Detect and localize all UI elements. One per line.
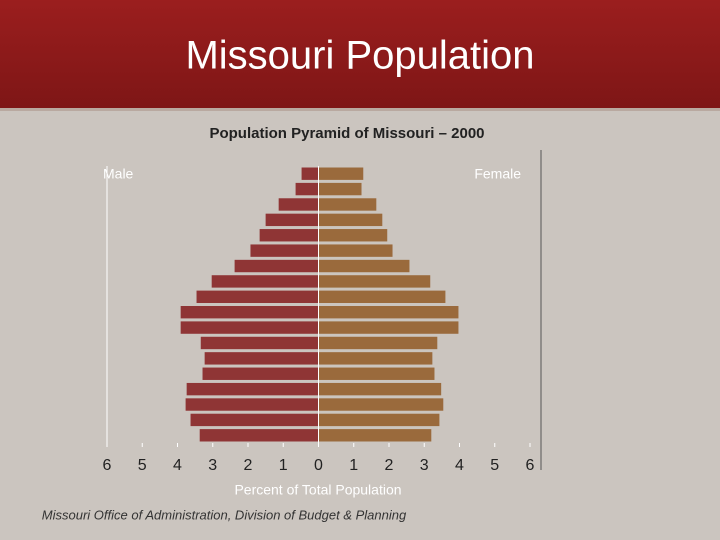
female-bar xyxy=(318,429,432,442)
male-bar xyxy=(202,367,319,380)
source-note: Missouri Office of Administration, Divis… xyxy=(42,507,407,522)
x-tick-label: 6 xyxy=(103,457,112,474)
x-tick-label: 1 xyxy=(349,457,358,474)
x-tick-label: 4 xyxy=(173,457,182,474)
male-bar xyxy=(190,413,319,427)
female-bar xyxy=(318,290,446,303)
male-bar xyxy=(200,336,319,350)
male-bar xyxy=(196,290,319,303)
female-bar xyxy=(318,213,383,227)
male-bar xyxy=(199,429,319,442)
male-bar xyxy=(234,259,319,273)
x-tick-label: 4 xyxy=(455,457,464,474)
female-bar xyxy=(318,198,377,211)
header-band xyxy=(0,0,720,108)
female-bar xyxy=(318,398,444,411)
x-tick-label: 0 xyxy=(314,457,323,474)
female-bar xyxy=(318,259,410,273)
female-bar xyxy=(318,382,442,396)
plot: 6 5 4 3 2 1 0 1 2 3 4 5 6 Male Female xyxy=(103,150,542,474)
male-bar xyxy=(265,213,319,227)
male-bar xyxy=(186,382,319,396)
x-tick-label: 2 xyxy=(385,457,394,474)
female-bar xyxy=(318,182,362,196)
male-bar xyxy=(278,198,319,211)
header-rule xyxy=(0,108,720,111)
male-bar xyxy=(250,244,319,257)
page-title: Missouri Population xyxy=(185,34,534,78)
female-bar xyxy=(318,244,393,257)
x-tick-label: 6 xyxy=(526,457,535,474)
chart-title: Population Pyramid of Missouri – 2000 xyxy=(209,125,484,142)
x-tick-label: 2 xyxy=(244,457,253,474)
x-tick-label: 5 xyxy=(490,457,499,474)
female-bar xyxy=(318,275,431,288)
x-tick-label: 3 xyxy=(420,457,429,474)
female-bar xyxy=(318,367,435,380)
male-bar xyxy=(211,275,319,288)
female-bar xyxy=(318,336,438,350)
legend-label: Female xyxy=(474,166,521,182)
male-bar xyxy=(204,352,319,365)
x-tick-label: 1 xyxy=(279,457,288,474)
female-bar xyxy=(318,413,440,427)
legend-label: Male xyxy=(103,166,134,182)
female-bar xyxy=(318,229,388,242)
female-bar xyxy=(318,167,364,180)
male-bar xyxy=(295,182,319,196)
x-axis-label: Percent of Total Population xyxy=(234,482,401,498)
male-bar xyxy=(180,321,319,334)
male-bar xyxy=(259,229,319,242)
female-bar xyxy=(318,306,459,319)
x-tick-label: 5 xyxy=(138,457,147,474)
male-bar xyxy=(185,398,319,411)
female-bar xyxy=(318,352,433,365)
male-bar xyxy=(180,306,319,319)
x-tick-label: 3 xyxy=(208,457,217,474)
female-bar xyxy=(318,321,459,334)
male-bar xyxy=(301,167,319,180)
